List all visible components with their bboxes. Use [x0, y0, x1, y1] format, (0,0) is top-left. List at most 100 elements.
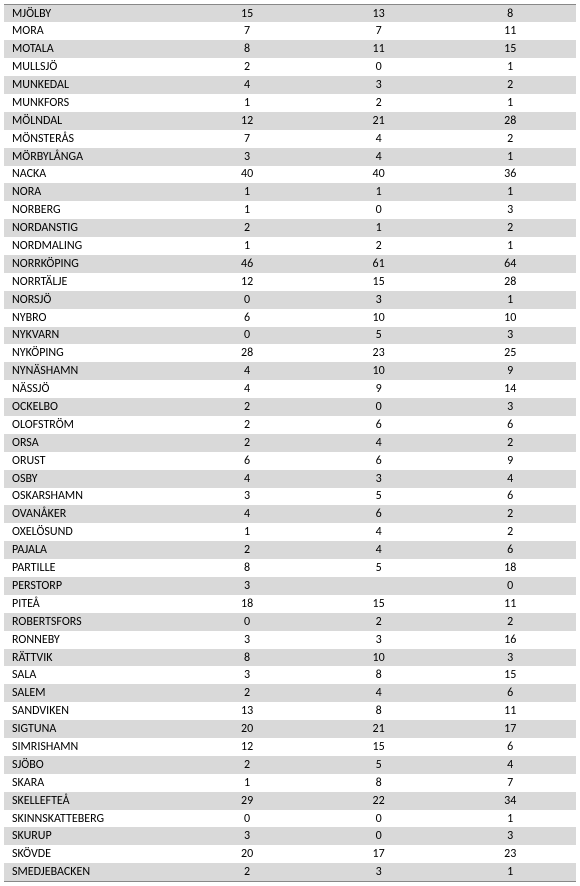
municipality-name: SALEM: [4, 684, 181, 702]
value-cell: 3: [181, 631, 313, 649]
value-cell: 28: [444, 112, 576, 130]
value-cell: 61: [313, 255, 445, 273]
data-table: MJÖLBY15138MORA7711MOTALA81115MULLSJÖ201…: [4, 4, 576, 882]
municipality-name: OSKARSHAMN: [4, 488, 181, 506]
value-cell: 21: [313, 112, 445, 130]
value-cell: 2: [444, 219, 576, 237]
municipality-name: OLOFSTRÖM: [4, 416, 181, 434]
value-cell: 2: [181, 756, 313, 774]
value-cell: 2: [181, 434, 313, 452]
municipality-name: NORBERG: [4, 201, 181, 219]
municipality-name: SANDVIKEN: [4, 702, 181, 720]
table-row: SALA3815: [4, 666, 576, 684]
value-cell: 2: [181, 416, 313, 434]
value-cell: 4: [181, 380, 313, 398]
value-cell: 3: [313, 76, 445, 94]
value-cell: 18: [444, 559, 576, 577]
value-cell: 21: [313, 720, 445, 738]
value-cell: 9: [313, 380, 445, 398]
value-cell: 2: [444, 130, 576, 148]
value-cell: 5: [313, 559, 445, 577]
table-row: NORRTÄLJE121528: [4, 273, 576, 291]
value-cell: 16: [444, 631, 576, 649]
table-row: ORSA242: [4, 434, 576, 452]
municipality-name: NORRTÄLJE: [4, 273, 181, 291]
value-cell: 11: [444, 702, 576, 720]
value-cell: 3: [181, 577, 313, 595]
value-cell: 17: [444, 720, 576, 738]
municipality-name: NYNÄSHAMN: [4, 362, 181, 380]
municipality-name: SKARA: [4, 774, 181, 792]
value-cell: 2: [181, 684, 313, 702]
table-row: NORSJÖ031: [4, 291, 576, 309]
municipality-name: MORA: [4, 22, 181, 40]
municipality-name: MÖNSTERÅS: [4, 130, 181, 148]
table-row: OLOFSTRÖM266: [4, 416, 576, 434]
municipality-name: NORRKÖPING: [4, 255, 181, 273]
table-row: RÄTTVIK8103: [4, 649, 576, 667]
value-cell: 10: [444, 309, 576, 327]
value-cell: 1: [313, 219, 445, 237]
value-cell: 23: [313, 344, 445, 362]
value-cell: 3: [313, 291, 445, 309]
value-cell: 1: [313, 183, 445, 201]
value-cell: 4: [313, 148, 445, 166]
table-row: SMEDJEBACKEN231: [4, 863, 576, 881]
value-cell: 2: [181, 219, 313, 237]
value-cell: 4: [313, 130, 445, 148]
value-cell: 64: [444, 255, 576, 273]
municipality-name: NORSJÖ: [4, 291, 181, 309]
table-row: SKARA187: [4, 774, 576, 792]
value-cell: 10: [313, 362, 445, 380]
table-row: NORBERG103: [4, 201, 576, 219]
table-row: NORDMALING121: [4, 237, 576, 255]
table-row: OSBY434: [4, 470, 576, 488]
municipality-name: ORUST: [4, 452, 181, 470]
value-cell: 29: [181, 792, 313, 810]
table-row: PAJALA246: [4, 541, 576, 559]
value-cell: 8: [444, 5, 576, 23]
value-cell: 3: [313, 470, 445, 488]
value-cell: 23: [444, 845, 576, 863]
municipality-name: SJÖBO: [4, 756, 181, 774]
value-cell: 1: [444, 291, 576, 309]
value-cell: 1: [181, 201, 313, 219]
value-cell: 4: [181, 362, 313, 380]
table-row: PERSTORP30: [4, 577, 576, 595]
value-cell: 4: [181, 470, 313, 488]
table-row: MOTALA81115: [4, 40, 576, 58]
value-cell: 11: [444, 22, 576, 40]
value-cell: 4: [313, 684, 445, 702]
value-cell: 1: [444, 810, 576, 828]
value-cell: 4: [313, 523, 445, 541]
value-cell: 0: [313, 58, 445, 76]
municipality-name: NACKA: [4, 166, 181, 184]
municipality-name: MJÖLBY: [4, 5, 181, 23]
value-cell: 8: [313, 666, 445, 684]
value-cell: 9: [444, 362, 576, 380]
value-cell: 20: [181, 845, 313, 863]
value-cell: 4: [444, 756, 576, 774]
value-cell: 8: [181, 40, 313, 58]
municipality-name: SMEDJEBACKEN: [4, 863, 181, 881]
value-cell: 6: [313, 416, 445, 434]
table-body: MJÖLBY15138MORA7711MOTALA81115MULLSJÖ201…: [4, 5, 576, 882]
value-cell: 10: [313, 309, 445, 327]
value-cell: 46: [181, 255, 313, 273]
table-row: NORDANSTIG212: [4, 219, 576, 237]
table-row: MULLSJÖ201: [4, 58, 576, 76]
table-row: SANDVIKEN13811: [4, 702, 576, 720]
value-cell: 12: [181, 273, 313, 291]
value-cell: 3: [313, 863, 445, 881]
value-cell: 4: [444, 470, 576, 488]
value-cell: 11: [313, 40, 445, 58]
municipality-name: MUNKFORS: [4, 94, 181, 112]
value-cell: 1: [181, 237, 313, 255]
value-cell: 12: [181, 112, 313, 130]
value-cell: 7: [313, 22, 445, 40]
value-cell: 6: [181, 309, 313, 327]
value-cell: 6: [444, 738, 576, 756]
table-row: ROBERTSFORS022: [4, 613, 576, 631]
table-row: SIGTUNA202117: [4, 720, 576, 738]
value-cell: 4: [181, 505, 313, 523]
